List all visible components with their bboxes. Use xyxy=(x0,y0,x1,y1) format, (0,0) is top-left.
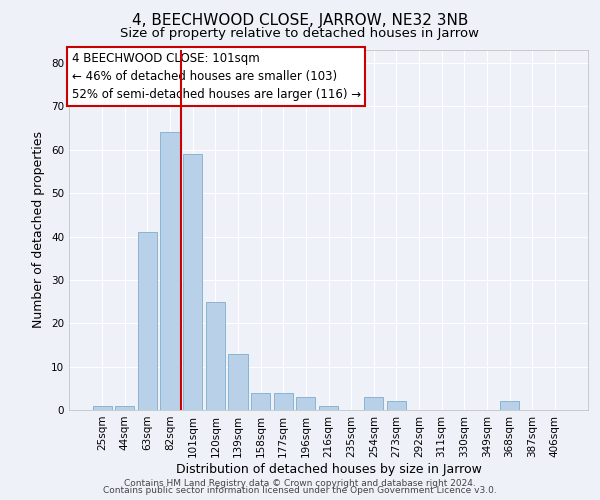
Y-axis label: Number of detached properties: Number of detached properties xyxy=(32,132,46,328)
Bar xyxy=(115,406,134,410)
Bar xyxy=(138,232,157,410)
Text: 4 BEECHWOOD CLOSE: 101sqm
← 46% of detached houses are smaller (103)
52% of semi: 4 BEECHWOOD CLOSE: 101sqm ← 46% of detac… xyxy=(71,52,361,101)
Bar xyxy=(183,154,202,410)
Bar xyxy=(206,302,225,410)
Bar xyxy=(92,406,112,410)
Text: Contains public sector information licensed under the Open Government Licence v3: Contains public sector information licen… xyxy=(103,486,497,495)
X-axis label: Distribution of detached houses by size in Jarrow: Distribution of detached houses by size … xyxy=(176,462,481,475)
Bar xyxy=(274,392,293,410)
Bar xyxy=(364,397,383,410)
Text: Contains HM Land Registry data © Crown copyright and database right 2024.: Contains HM Land Registry data © Crown c… xyxy=(124,478,476,488)
Bar xyxy=(251,392,270,410)
Bar xyxy=(229,354,248,410)
Bar xyxy=(319,406,338,410)
Bar xyxy=(387,402,406,410)
Bar xyxy=(296,397,316,410)
Bar xyxy=(500,402,519,410)
Text: 4, BEECHWOOD CLOSE, JARROW, NE32 3NB: 4, BEECHWOOD CLOSE, JARROW, NE32 3NB xyxy=(132,12,468,28)
Bar xyxy=(160,132,180,410)
Text: Size of property relative to detached houses in Jarrow: Size of property relative to detached ho… xyxy=(121,28,479,40)
